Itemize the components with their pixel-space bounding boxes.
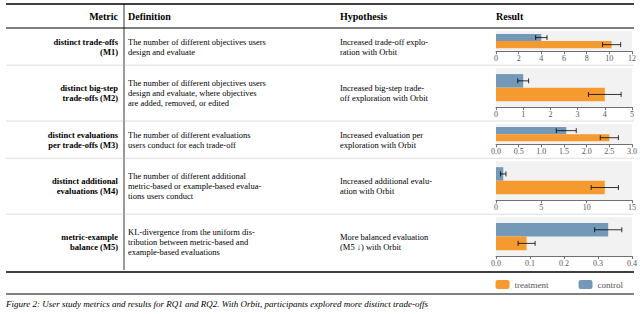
svg-text:0: 0 <box>494 203 498 212</box>
svg-text:0.1: 0.1 <box>525 259 535 268</box>
svg-text:Increased trade-off explo-: Increased trade-off explo- <box>340 37 428 47</box>
svg-text:15: 15 <box>628 203 636 212</box>
svg-text:Hypothesis: Hypothesis <box>340 11 387 22</box>
svg-text:off exploration with Orbit: off exploration with Orbit <box>340 93 429 103</box>
svg-text:The number of different object: The number of different objectives users <box>128 37 266 47</box>
svg-text:4: 4 <box>603 110 607 119</box>
svg-text:1.0: 1.0 <box>536 147 546 156</box>
svg-text:balance (M5): balance (M5) <box>70 242 118 252</box>
svg-text:treatment: treatment <box>515 280 549 290</box>
svg-text:distinct big-step: distinct big-step <box>60 83 118 93</box>
svg-text:Definition: Definition <box>128 11 171 22</box>
svg-text:control: control <box>598 280 624 290</box>
svg-text:evaluations (M4): evaluations (M4) <box>57 186 118 196</box>
svg-text:ration with Orbit: ration with Orbit <box>340 47 398 57</box>
svg-text:0.4: 0.4 <box>627 259 637 268</box>
svg-text:0: 0 <box>494 54 498 63</box>
svg-text:The number of different additi: The number of different additional <box>128 171 246 181</box>
svg-text:0.5: 0.5 <box>514 147 524 156</box>
svg-text:(M1): (M1) <box>100 47 118 57</box>
svg-text:4: 4 <box>539 54 543 63</box>
svg-text:2: 2 <box>548 110 552 119</box>
svg-text:ation with Orbit: ation with Orbit <box>340 186 395 196</box>
svg-text:0.2: 0.2 <box>559 259 569 268</box>
svg-text:0.0: 0.0 <box>491 259 501 268</box>
svg-text:example-based evaluations: example-based evaluations <box>128 247 220 257</box>
svg-text:5: 5 <box>539 203 543 212</box>
svg-text:(M5 ↓) with Orbit: (M5 ↓) with Orbit <box>340 242 402 252</box>
svg-text:12: 12 <box>628 54 636 63</box>
svg-text:2.5: 2.5 <box>604 147 614 156</box>
svg-text:The number of different evalua: The number of different evaluations <box>128 130 251 140</box>
svg-text:10: 10 <box>605 54 613 63</box>
svg-text:3: 3 <box>576 110 580 119</box>
svg-text:6: 6 <box>562 54 566 63</box>
svg-text:1: 1 <box>521 110 525 119</box>
svg-text:design and evaluate, where obj: design and evaluate, where objectives <box>128 88 257 98</box>
svg-text:Metric: Metric <box>89 11 118 22</box>
svg-text:1.5: 1.5 <box>559 147 569 156</box>
svg-text:per trade-offs (M3): per trade-offs (M3) <box>48 140 118 150</box>
svg-text:2.0: 2.0 <box>582 147 592 156</box>
svg-text:distinct trade-offs: distinct trade-offs <box>54 37 119 47</box>
svg-text:0.3: 0.3 <box>593 259 603 268</box>
svg-text:users conduct for each trade-o: users conduct for each trade-off <box>128 140 236 150</box>
svg-text:are added, removed, or edited: are added, removed, or edited <box>128 98 230 108</box>
svg-text:Increased big-step trade-: Increased big-step trade- <box>340 83 424 93</box>
svg-text:design and evaluate: design and evaluate <box>128 47 195 57</box>
svg-text:trade-offs (M2): trade-offs (M2) <box>63 93 119 103</box>
svg-text:2: 2 <box>517 54 521 63</box>
svg-text:Figure 2: User study metrics a: Figure 2: User study metrics and results… <box>5 299 428 309</box>
svg-text:0.0: 0.0 <box>491 147 501 156</box>
svg-text:exploration with Orbit: exploration with Orbit <box>340 140 417 150</box>
svg-text:Result: Result <box>496 11 524 22</box>
svg-text:Increased additional evalu-: Increased additional evalu- <box>340 176 432 186</box>
svg-text:metric-based or example-based: metric-based or example-based evalua- <box>128 181 262 191</box>
svg-text:distinct evaluations: distinct evaluations <box>48 130 119 140</box>
svg-text:0: 0 <box>494 110 498 119</box>
svg-text:More balanced evaluation: More balanced evaluation <box>340 232 429 242</box>
svg-text:5: 5 <box>630 110 634 119</box>
svg-text:KL-divergence from the uniform: KL-divergence from the uniform dis- <box>128 227 255 237</box>
svg-text:tribution between metric-based: tribution between metric-based and <box>128 237 249 247</box>
svg-text:distinct additional: distinct additional <box>52 176 119 186</box>
svg-text:8: 8 <box>585 54 589 63</box>
svg-text:tions users conduct: tions users conduct <box>128 191 194 201</box>
svg-text:Increased evaluation per: Increased evaluation per <box>340 130 423 140</box>
svg-text:10: 10 <box>583 203 591 212</box>
svg-text:3.0: 3.0 <box>627 147 637 156</box>
svg-text:The number of different object: The number of different objectives users <box>128 78 266 88</box>
svg-text:metric-example: metric-example <box>61 232 118 242</box>
